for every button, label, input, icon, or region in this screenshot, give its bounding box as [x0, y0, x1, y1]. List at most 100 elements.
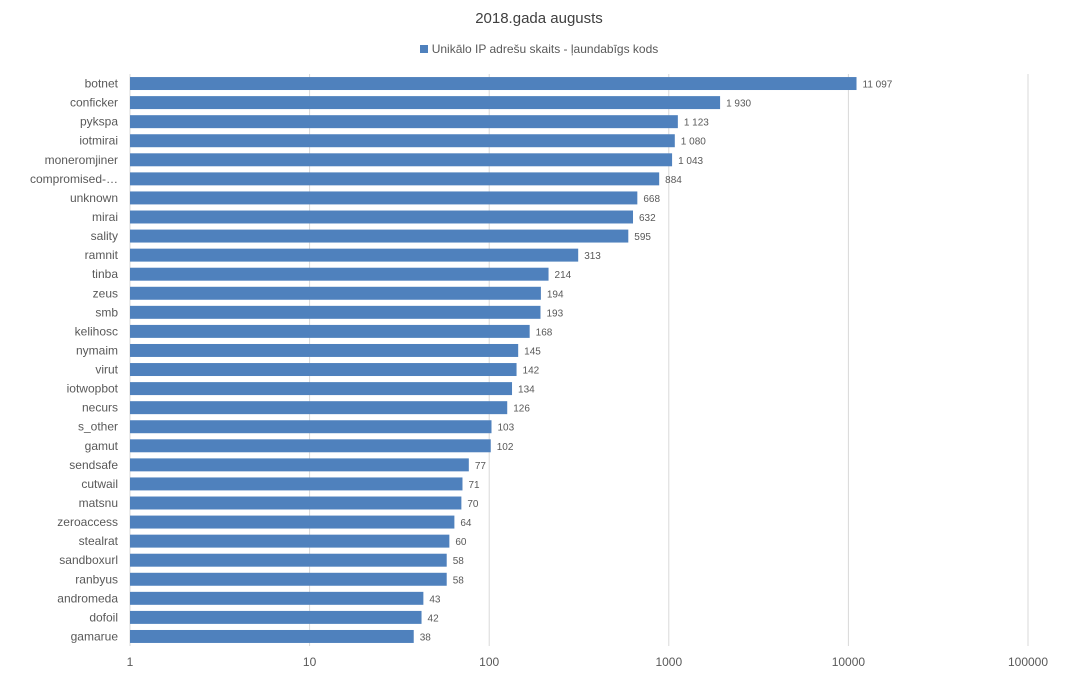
- bar: [130, 629, 414, 643]
- data-label: 1 930: [726, 99, 751, 110]
- data-labels: 11 097 1 930 1 123 1 080 1 043 884 668 632 595 31…: [420, 80, 893, 644]
- category-label: s_other: [78, 420, 118, 434]
- data-label: 142: [523, 366, 540, 377]
- data-label: 77: [475, 461, 487, 472]
- bar: [130, 572, 447, 586]
- data-label: 632: [639, 213, 656, 224]
- data-label: 1 080: [681, 137, 706, 148]
- category-label: sendsafe: [69, 458, 118, 472]
- category-label: smb: [95, 305, 118, 319]
- bar: [130, 96, 721, 110]
- gridlines: [129, 74, 1029, 646]
- bar: [130, 286, 541, 300]
- category-label: botnet: [85, 77, 119, 91]
- category-label: necurs: [82, 401, 118, 415]
- bar: [130, 248, 579, 262]
- data-label: 60: [455, 537, 467, 548]
- data-label: 168: [536, 327, 553, 338]
- category-label: matsnu: [79, 496, 118, 510]
- category-label: conficker: [70, 96, 118, 110]
- category-label: gamarue: [71, 629, 119, 643]
- category-label: nymaim: [76, 343, 118, 357]
- legend: Unikālo IP adrešu skaits - ļaundabīgs ko…: [0, 42, 1078, 56]
- data-label: 884: [665, 175, 682, 186]
- bar: [130, 591, 424, 605]
- x-tick-label: 100000: [1008, 655, 1048, 669]
- category-label: sandboxurl: [59, 553, 118, 567]
- category-label: iotwopbot: [67, 382, 119, 396]
- data-label: 1 123: [684, 118, 709, 129]
- category-label: gamut: [85, 439, 119, 453]
- category-label: kelihosc: [75, 324, 118, 338]
- data-label: 11 097: [863, 80, 893, 91]
- bar: [130, 77, 857, 91]
- bar: [130, 496, 462, 510]
- data-label: 193: [546, 308, 563, 319]
- data-label: 595: [634, 232, 651, 243]
- category-label: tinba: [92, 267, 118, 281]
- legend-swatch: [419, 45, 428, 53]
- bar: [130, 153, 673, 167]
- x-axis-tick-labels: 1 10 100 1000 10000 100000: [127, 655, 1049, 669]
- bar: [130, 382, 513, 396]
- category-label: andromeda: [57, 591, 118, 605]
- bar: [130, 420, 492, 434]
- data-label: 43: [429, 594, 441, 605]
- category-labels: botnet conficker pykspa iotmirai moneromjine…: [30, 77, 119, 644]
- data-label: 126: [513, 404, 530, 415]
- bar: [130, 210, 634, 224]
- category-label: unknown: [70, 191, 118, 205]
- data-label: 194: [547, 289, 564, 300]
- x-tick-label: 100: [479, 655, 499, 669]
- data-label: 134: [518, 385, 535, 396]
- data-label: 38: [420, 632, 432, 643]
- bar: [130, 458, 469, 472]
- data-label: 58: [453, 556, 465, 567]
- bar: [130, 477, 463, 491]
- bar: [130, 267, 549, 281]
- bar: [130, 401, 508, 415]
- bar: [130, 172, 660, 186]
- bar: [130, 610, 422, 624]
- data-label: 1 043: [678, 156, 703, 167]
- category-label: mirai: [92, 210, 118, 224]
- bar: [130, 343, 519, 357]
- data-label: 70: [467, 499, 479, 510]
- bar: [130, 134, 675, 148]
- category-label: moneromjiner: [45, 153, 118, 167]
- data-label: 214: [555, 270, 572, 281]
- category-label: zeus: [93, 286, 118, 300]
- x-tick-label: 1000: [655, 655, 682, 669]
- category-label: ramnit: [85, 248, 119, 262]
- bar: [130, 363, 517, 377]
- category-label: compromised-…: [30, 172, 118, 186]
- x-tick-label: 10000: [832, 655, 866, 669]
- data-label: 102: [497, 442, 514, 453]
- category-label: cutwail: [81, 477, 118, 491]
- bar: [130, 553, 447, 567]
- bar: [130, 229, 629, 243]
- legend-label: Unikālo IP adrešu skaits - ļaundabīgs ko…: [431, 42, 659, 56]
- x-tick-label: 1: [127, 655, 134, 669]
- data-label: 145: [524, 346, 541, 357]
- data-label: 313: [584, 251, 601, 262]
- bar: [130, 305, 541, 319]
- bar: [130, 534, 450, 548]
- bar: [130, 515, 455, 529]
- category-label: pykspa: [80, 115, 118, 129]
- category-label: stealrat: [79, 534, 119, 548]
- data-label: 64: [460, 518, 472, 529]
- data-label: 71: [468, 480, 480, 491]
- data-label: 103: [498, 423, 515, 434]
- x-tick-label: 10: [303, 655, 317, 669]
- category-label: sality: [91, 229, 118, 243]
- bars: [130, 77, 857, 643]
- data-label: 668: [643, 194, 660, 205]
- data-label: 42: [428, 613, 440, 624]
- category-label: dofoil: [89, 610, 118, 624]
- category-label: virut: [95, 363, 118, 377]
- category-label: ranbyus: [75, 572, 118, 586]
- bar: [130, 115, 678, 129]
- bar: [130, 324, 530, 338]
- bar: [130, 191, 638, 205]
